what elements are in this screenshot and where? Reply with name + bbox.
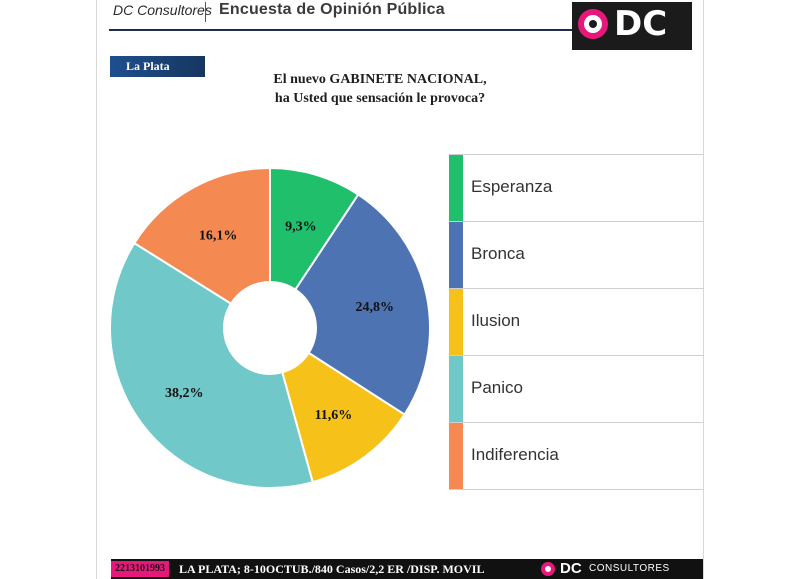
chart-legend: Esperanza Bronca Ilusion Panico Indiferencia xyxy=(449,154,704,490)
legend-label: Ilusion xyxy=(471,311,521,330)
slice-ilusion xyxy=(281,351,406,484)
question-line-2: ha Usted que sensación le provoca? xyxy=(274,91,486,106)
slice-label-ilusion: 11,6% xyxy=(315,408,353,423)
footer-phone: 2213101993 xyxy=(111,561,169,577)
footer-bar: 2213101993 LA PLATA; 8-10OCTUB./840 Caso… xyxy=(111,559,703,579)
location-tag: La Plata xyxy=(110,56,205,77)
footer-ring-icon xyxy=(541,562,555,576)
odc-logo: DC xyxy=(572,2,692,50)
logo-text: DC xyxy=(614,4,668,44)
slice-label-indiferencia: 16,1% xyxy=(199,228,238,243)
legend-item-ilusion: Ilusion xyxy=(449,288,704,355)
slice-label-panico: 38,2% xyxy=(165,386,204,401)
header-separator xyxy=(205,2,206,22)
header-rule xyxy=(109,29,575,31)
chart-question: El nuevo GABINETE NACIONAL, ha Usted que… xyxy=(230,70,530,108)
legend-item-esperanza: Esperanza xyxy=(449,154,704,221)
slice-indiferencia xyxy=(132,166,271,305)
legend-item-indiferencia: Indiferencia xyxy=(449,422,704,490)
logo-ring-icon xyxy=(578,9,608,39)
legend-swatch xyxy=(449,356,463,422)
slice-label-esperanza: 9,3% xyxy=(285,220,317,235)
slice-bronca xyxy=(293,193,431,416)
footer-logo-sub: CONSULTORES xyxy=(589,563,670,574)
legend-swatch xyxy=(449,289,463,355)
legend-swatch xyxy=(449,423,463,489)
slice-panico xyxy=(109,241,314,489)
legend-item-panico: Panico xyxy=(449,355,704,422)
question-line-1: El nuevo GABINETE NACIONAL, xyxy=(273,72,487,87)
legend-swatch xyxy=(449,155,463,221)
survey-title: Encuesta de Opinión Pública xyxy=(219,1,445,18)
legend-swatch xyxy=(449,222,463,288)
footer-details: LA PLATA; 8-10OCTUB./840 Casos/2,2 ER /D… xyxy=(179,562,485,576)
brand-name: DC Consultores xyxy=(113,2,212,18)
legend-label: Indiferencia xyxy=(471,445,559,464)
legend-label: Panico xyxy=(471,378,523,397)
slice-label-bronca: 24,8% xyxy=(355,300,394,315)
legend-label: Bronca xyxy=(471,244,525,263)
donut-chart: 9,3% 24,8% 11,6% 38,2% 16,1% xyxy=(109,166,431,489)
footer-logo: DC xyxy=(560,560,582,577)
legend-item-bronca: Bronca xyxy=(449,221,704,288)
legend-label: Esperanza xyxy=(471,177,553,196)
left-border xyxy=(96,0,97,579)
right-border xyxy=(703,0,704,579)
